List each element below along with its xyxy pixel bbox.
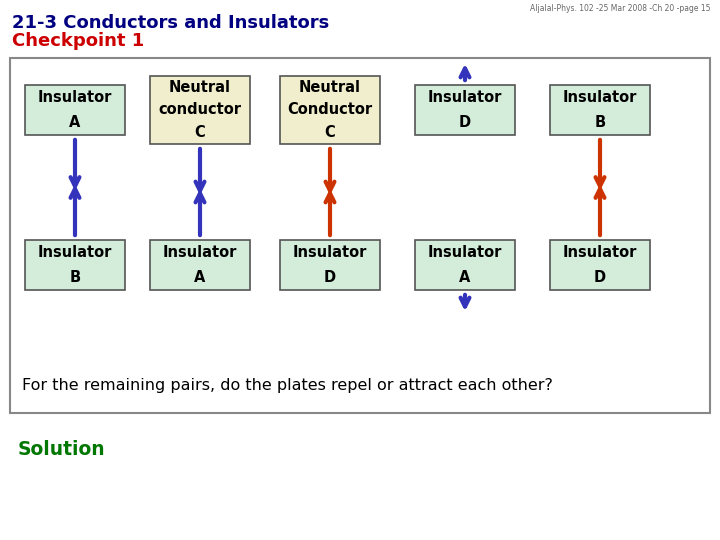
Text: Aljalal-Phys. 102 -25 Mar 2008 -Ch 20 -page 15: Aljalal-Phys. 102 -25 Mar 2008 -Ch 20 -p… bbox=[529, 4, 710, 13]
Text: Neutral: Neutral bbox=[299, 80, 361, 95]
Bar bbox=[150, 240, 250, 290]
Text: Insulator: Insulator bbox=[428, 90, 502, 105]
Text: C: C bbox=[325, 125, 336, 140]
Text: D: D bbox=[594, 270, 606, 285]
Text: Conductor: Conductor bbox=[287, 103, 372, 118]
Text: A: A bbox=[194, 270, 206, 285]
Text: Insulator: Insulator bbox=[563, 90, 637, 105]
Text: conductor: conductor bbox=[158, 103, 241, 118]
Bar bbox=[550, 240, 650, 290]
Text: For the remaining pairs, do the plates repel or attract each other?: For the remaining pairs, do the plates r… bbox=[22, 378, 553, 393]
Text: Insulator: Insulator bbox=[38, 245, 112, 260]
Bar bbox=[415, 85, 515, 135]
Text: Insulator: Insulator bbox=[563, 245, 637, 260]
Bar bbox=[150, 76, 250, 144]
Bar bbox=[25, 240, 125, 290]
Text: A: A bbox=[69, 115, 81, 130]
Text: Insulator: Insulator bbox=[293, 245, 367, 260]
Bar bbox=[415, 240, 515, 290]
Text: Insulator: Insulator bbox=[163, 245, 237, 260]
Text: Solution: Solution bbox=[18, 440, 106, 459]
Text: D: D bbox=[459, 115, 471, 130]
Text: D: D bbox=[324, 270, 336, 285]
Bar bbox=[280, 240, 380, 290]
Bar bbox=[10, 58, 710, 413]
Bar bbox=[550, 85, 650, 135]
Text: A: A bbox=[459, 270, 471, 285]
Text: Neutral: Neutral bbox=[169, 80, 231, 95]
Text: 21-3 Conductors and Insulators: 21-3 Conductors and Insulators bbox=[12, 14, 329, 32]
Text: C: C bbox=[194, 125, 205, 140]
Text: Checkpoint 1: Checkpoint 1 bbox=[12, 32, 144, 50]
Text: B: B bbox=[595, 115, 606, 130]
Bar bbox=[280, 76, 380, 144]
Text: B: B bbox=[69, 270, 81, 285]
Text: Insulator: Insulator bbox=[428, 245, 502, 260]
Bar bbox=[25, 85, 125, 135]
Text: Insulator: Insulator bbox=[38, 90, 112, 105]
